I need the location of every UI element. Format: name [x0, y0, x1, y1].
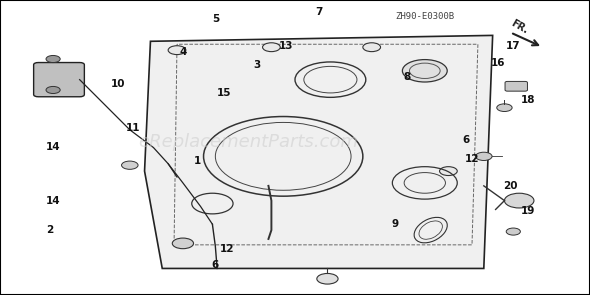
Text: 12: 12: [220, 244, 234, 254]
Circle shape: [440, 167, 457, 176]
Circle shape: [263, 43, 280, 52]
Circle shape: [363, 43, 381, 52]
Circle shape: [402, 60, 447, 82]
Text: 19: 19: [521, 206, 535, 216]
FancyBboxPatch shape: [505, 81, 527, 91]
Text: 13: 13: [279, 41, 293, 51]
Circle shape: [46, 55, 60, 63]
Circle shape: [46, 86, 60, 94]
Polygon shape: [145, 35, 493, 268]
Text: 7: 7: [315, 7, 322, 17]
Circle shape: [476, 152, 492, 160]
Text: 18: 18: [521, 95, 535, 105]
Text: 6: 6: [212, 260, 219, 271]
Text: 20: 20: [503, 181, 517, 191]
Circle shape: [497, 104, 512, 112]
Text: 14: 14: [46, 196, 60, 206]
Text: 17: 17: [506, 41, 520, 51]
Text: eReplacementParts.com: eReplacementParts.com: [138, 132, 358, 151]
Text: 12: 12: [465, 154, 479, 164]
Text: FR.: FR.: [509, 18, 529, 35]
FancyBboxPatch shape: [34, 63, 84, 97]
Circle shape: [172, 238, 194, 249]
Circle shape: [506, 228, 520, 235]
Text: 9: 9: [392, 219, 399, 229]
Text: 16: 16: [491, 58, 506, 68]
Text: 1: 1: [194, 156, 201, 166]
Text: 6: 6: [463, 135, 470, 145]
Text: 2: 2: [47, 225, 54, 235]
Text: 15: 15: [217, 88, 231, 98]
Text: 14: 14: [46, 142, 60, 153]
Text: 11: 11: [126, 123, 140, 133]
Circle shape: [317, 273, 338, 284]
Text: 3: 3: [253, 60, 260, 70]
Text: 4: 4: [179, 47, 186, 57]
Text: ZH90-E0300B: ZH90-E0300B: [395, 12, 454, 21]
Text: 10: 10: [111, 79, 125, 89]
Text: 5: 5: [212, 14, 219, 24]
Circle shape: [122, 161, 138, 169]
Circle shape: [168, 46, 186, 55]
Circle shape: [504, 193, 534, 208]
Text: 8: 8: [404, 72, 411, 82]
